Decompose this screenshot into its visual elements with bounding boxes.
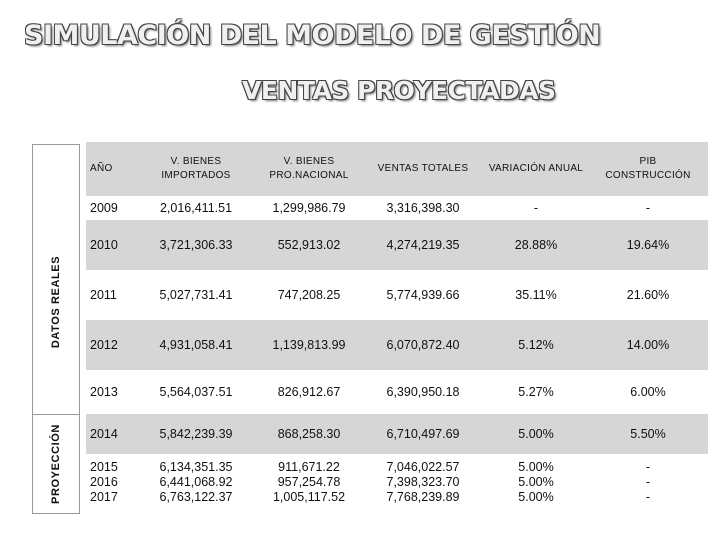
cell-pib: 19.64% [626, 238, 670, 252]
datos-reales-group: DATOS REALES [32, 144, 80, 415]
cell-variacion: - [533, 201, 539, 215]
cell-pib: 21.60% [626, 288, 670, 302]
cell-importados: 3,721,306.33 [159, 238, 233, 252]
cell-importados: 5,842,239.39 [159, 427, 233, 441]
cell-nacional: 957,254.78 [277, 474, 341, 489]
header-totales: VENTAS TOTALES [377, 163, 469, 174]
cell-totales: 7,398,323.70 [386, 474, 460, 489]
cell-variacion: 5.00% [518, 474, 554, 489]
cell-totales: 7,046,022.57 [386, 459, 460, 474]
cell-nacional: 1,005,117.52 [272, 489, 346, 504]
header-importados-line2: IMPORTADOS [161, 170, 231, 181]
cell-totales: 7,768,239.89 [386, 489, 460, 504]
cell-variacion-group: 5.00% 5.00% 5.00% [480, 460, 592, 505]
cell-variacion: 28.88% [514, 238, 558, 252]
cell-importados: 5,027,731.41 [159, 288, 233, 302]
cell-nacional: 552,913.02 [277, 238, 341, 252]
cell-anio-group: 2015 2016 2017 [86, 460, 140, 505]
cell-importados: 6,441,068.92 [159, 474, 233, 489]
header-nacional-line2: PRO.NACIONAL [269, 170, 349, 181]
cell-pib: 5.50% [630, 427, 666, 441]
cell-variacion: 5.27% [518, 385, 554, 399]
cell-variacion: 5.00% [518, 459, 554, 474]
cell-variacion: 5.12% [518, 338, 554, 352]
cell-variacion: 5.00% [518, 427, 554, 441]
cell-importados: 6,763,122.37 [159, 489, 233, 504]
cell-importados: 6,134,351.35 [159, 459, 233, 474]
cell-anio: 2012 [90, 338, 118, 352]
cell-nacional: 1,299,986.79 [272, 201, 346, 215]
cell-anio: 2014 [90, 427, 118, 441]
cell-pib: - [645, 474, 651, 489]
cell-pib: 14.00% [626, 338, 670, 352]
cell-totales: 6,070,872.40 [386, 338, 460, 352]
page-subtitle: VENTAS PROYECTADAS [242, 76, 556, 105]
header-nacional-line1: V. BIENES [283, 156, 335, 167]
table-row: 2013 5,564,037.51 826,912.67 6,390,950.1… [86, 370, 708, 414]
cell-pib: - [645, 489, 651, 504]
cell-totales: 3,316,398.30 [386, 201, 460, 215]
cell-anio: 2017 [90, 489, 118, 504]
table-row-group: 2015 2016 2017 6,134,351.35 6,441,068.92… [86, 454, 708, 510]
cell-anio: 2015 [90, 459, 118, 474]
table-row: 2014 5,842,239.39 868,258.30 6,710,497.6… [86, 414, 708, 454]
table-row: 2011 5,027,731.41 747,208.25 5,774,939.6… [86, 270, 708, 320]
cell-anio: 2009 [90, 201, 118, 215]
cell-anio: 2016 [90, 474, 118, 489]
cell-totales: 4,274,219.35 [386, 238, 460, 252]
cell-importados: 5,564,037.51 [159, 385, 233, 399]
cell-variacion: 5.00% [518, 489, 554, 504]
cell-importados: 4,931,058.41 [159, 338, 233, 352]
table-row: 2009 2,016,411.51 1,299,986.79 3,316,398… [86, 196, 708, 220]
cell-importados: 2,016,411.51 [159, 201, 233, 215]
header-importados-line1: V. BIENES [170, 156, 222, 167]
proyeccion-label: PROYECCIÓN [50, 424, 62, 504]
cell-anio: 2010 [90, 238, 118, 252]
sales-table: AÑO V. BIENES IMPORTADOS V. BIENES PRO.N… [86, 142, 708, 512]
header-variacion: VARIACIÓN ANUAL [488, 163, 584, 174]
header-pib: PIB CONSTRUCCIÓN [592, 155, 704, 183]
table-row: 2012 4,931,058.41 1,139,813.99 6,070,872… [86, 320, 708, 370]
cell-totales: 6,390,950.18 [386, 385, 460, 399]
cell-pib: - [645, 201, 651, 215]
header-nacional: V. BIENES PRO.NACIONAL [252, 155, 366, 183]
table-header-row: AÑO V. BIENES IMPORTADOS V. BIENES PRO.N… [86, 142, 708, 196]
cell-anio: 2011 [90, 288, 117, 302]
cell-pib-group: - - - [592, 460, 704, 505]
cell-nacional: 1,139,813.99 [272, 338, 346, 352]
cell-nacional: 911,671.22 [278, 459, 340, 474]
cell-totales: 6,710,497.69 [386, 427, 460, 441]
cell-variacion: 35.11% [515, 288, 557, 302]
cell-nacional: 868,258.30 [277, 427, 341, 441]
cell-nacional: 826,912.67 [277, 385, 341, 399]
cell-importados-group: 6,134,351.35 6,441,068.92 6,763,122.37 [140, 460, 252, 505]
header-anio: AÑO [90, 163, 113, 174]
cell-nacional-group: 911,671.22 957,254.78 1,005,117.52 [252, 460, 366, 505]
header-pib-line1: PIB [639, 156, 657, 167]
cell-totales-group: 7,046,022.57 7,398,323.70 7,768,239.89 [366, 460, 480, 505]
cell-totales: 5,774,939.66 [386, 288, 460, 302]
cell-anio: 2013 [90, 385, 118, 399]
table-row: 2010 3,721,306.33 552,913.02 4,274,219.3… [86, 220, 708, 270]
cell-nacional: 747,208.25 [277, 288, 341, 302]
header-pib-line2: CONSTRUCCIÓN [605, 170, 691, 181]
page-title: SIMULACIÓN DEL MODELO DE GESTIÓN [24, 20, 601, 51]
proyeccion-group: PROYECCIÓN [32, 414, 80, 514]
cell-pib: - [645, 459, 651, 474]
header-importados: V. BIENES IMPORTADOS [140, 155, 252, 183]
datos-reales-label: DATOS REALES [50, 255, 62, 348]
cell-pib: 6.00% [630, 385, 666, 399]
